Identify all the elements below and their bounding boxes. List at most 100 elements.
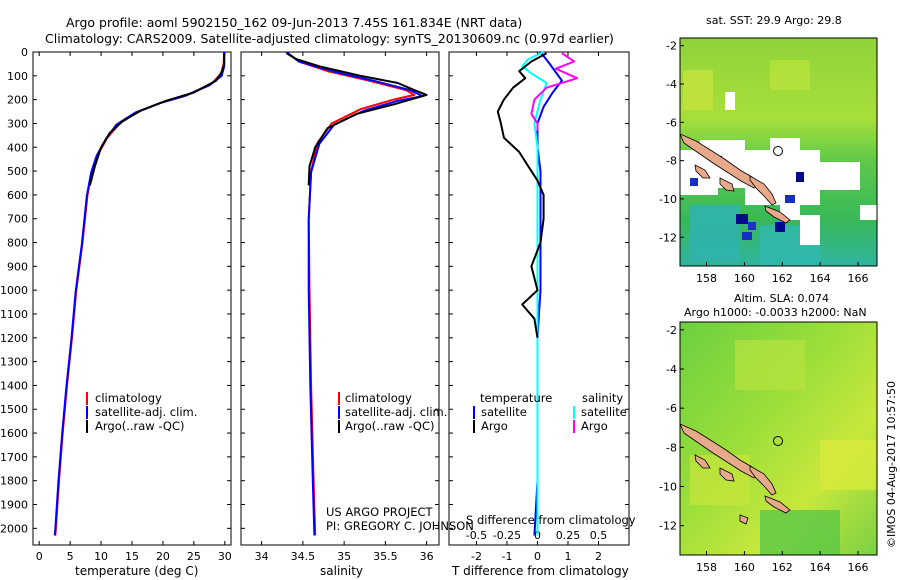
difference-series-t-argo bbox=[496, 52, 548, 338]
temperature-legend: climatology satellite-adj. clim. Argo(..… bbox=[86, 391, 197, 433]
salinity-x-axis: 34 34.5 35 35.5 36 bbox=[255, 52, 434, 563]
legend-swatch-s-satellite bbox=[573, 406, 575, 419]
sst-cloud-mask bbox=[800, 215, 820, 245]
legend-swatch-argo bbox=[86, 420, 88, 433]
map-x-tick-label: 158 bbox=[696, 561, 717, 574]
difference-lines bbox=[496, 51, 579, 536]
map-y-tick-label: -4 bbox=[666, 363, 677, 376]
legend-label-satellite: satellite-adj. clim. bbox=[345, 405, 447, 419]
legend-swatch-satellite bbox=[86, 406, 88, 419]
x-tick-label: 25 bbox=[187, 550, 201, 563]
map-x-tick-label: 166 bbox=[848, 272, 869, 285]
legend-swatch-argo bbox=[338, 420, 340, 433]
map-y-tick-label: -6 bbox=[666, 402, 677, 415]
sst-cloud-mask bbox=[680, 138, 860, 220]
x-tick-label: 35 bbox=[337, 550, 351, 563]
map-y-tick-label: -2 bbox=[666, 324, 677, 337]
legend-swatch-t-satellite bbox=[473, 406, 475, 419]
legend-swatch-climatology bbox=[86, 392, 88, 405]
x-tick-label: 0 bbox=[36, 550, 43, 563]
temperature-lines bbox=[53, 51, 226, 536]
project-line1: US ARGO PROJECT bbox=[326, 505, 434, 519]
legend-swatch-climatology bbox=[338, 392, 340, 405]
header-line2: Climatology: CARS2009. Satellite-adjuste… bbox=[45, 31, 614, 46]
map-y-tick-label: -6 bbox=[666, 116, 677, 129]
header-line1: Argo profile: aoml 5902150_162 09-Jun-20… bbox=[66, 15, 522, 30]
depth-tick-label: 400 bbox=[7, 141, 28, 154]
s-tick-label: -0.5 bbox=[466, 529, 487, 542]
sla-y-axis: -2 -4 -6 -8 -10 -12 bbox=[659, 324, 684, 533]
sst-map-title: sat. SST: 29.9 Argo: 29.8 bbox=[706, 14, 842, 27]
legend-label-s-satellite: satellite bbox=[581, 405, 627, 419]
sla-low-patch bbox=[760, 510, 840, 555]
sst-warm-patch bbox=[683, 70, 713, 110]
legend-swatch-t-argo bbox=[473, 420, 475, 433]
s-tick-label: -0.25 bbox=[493, 529, 521, 542]
legend-heading-temperature: temperature bbox=[480, 391, 552, 405]
map-y-tick-label: -10 bbox=[659, 480, 677, 493]
sst-dark-cell bbox=[796, 172, 804, 182]
map-x-tick-label: 158 bbox=[696, 272, 717, 285]
legend-label-argo: Argo(..raw -QC) bbox=[95, 419, 185, 433]
depth-tick-label: 0 bbox=[21, 46, 28, 59]
legend-label-t-argo: Argo bbox=[481, 419, 508, 433]
depth-tick-label: 600 bbox=[7, 189, 28, 202]
map-x-tick-label: 164 bbox=[810, 272, 831, 285]
depth-tick-label: 300 bbox=[7, 117, 28, 130]
map-y-tick-label: -12 bbox=[659, 231, 677, 244]
sla-float-marker bbox=[773, 436, 783, 446]
temperature-series-argo bbox=[88, 53, 226, 186]
sla-island-south bbox=[764, 495, 791, 514]
sla-island-small bbox=[739, 514, 749, 525]
sst-y-axis: -2 -4 -6 -8 -10 -12 bbox=[659, 40, 684, 244]
sla-island-small bbox=[694, 454, 711, 469]
sla-island-small bbox=[719, 467, 735, 482]
temperature-panel-frame bbox=[32, 51, 232, 546]
sst-x-axis: 158 160 162 164 166 bbox=[696, 262, 869, 285]
sla-map-title-line1: Altim. SLA: 0.074 bbox=[734, 292, 829, 305]
sst-island-south bbox=[764, 205, 791, 224]
sst-float-marker bbox=[773, 146, 783, 156]
depth-tick-label: 500 bbox=[7, 165, 28, 178]
timestamp-stamp: ©IMOS 04-Aug-2017 10:57:50 bbox=[885, 381, 898, 548]
sst-dark-cell bbox=[690, 178, 698, 186]
legend-label-satellite: satellite-adj. clim. bbox=[95, 405, 197, 419]
legend-label-t-satellite: satellite bbox=[481, 405, 527, 419]
x-tick-label: 10 bbox=[94, 550, 108, 563]
x-tick-label: 0 bbox=[534, 550, 541, 563]
temperature-xlabel: temperature (deg C) bbox=[75, 564, 198, 578]
legend-label-argo: Argo(..raw -QC) bbox=[345, 419, 435, 433]
depth-tick-label: 1700 bbox=[0, 451, 28, 464]
temperature-series-climatology bbox=[54, 51, 226, 536]
sst-dark-cell bbox=[785, 195, 795, 203]
sla-map-frame bbox=[679, 321, 878, 556]
salinity-series-satellite bbox=[285, 51, 424, 536]
depth-tick-label: 700 bbox=[7, 213, 28, 226]
depth-tick-label: 200 bbox=[7, 94, 28, 107]
map-y-tick-label: -8 bbox=[666, 155, 677, 168]
legend-label-s-argo: Argo bbox=[581, 419, 608, 433]
salinity-xlabel: salinity bbox=[320, 564, 363, 578]
map-x-tick-label: 160 bbox=[734, 272, 755, 285]
sst-warm-patch bbox=[770, 60, 810, 90]
salinity-lines bbox=[285, 51, 428, 536]
salinity-series-argo bbox=[285, 52, 428, 186]
difference-xlabel-top: S difference from climatology bbox=[466, 513, 636, 527]
x-tick-label: 34.5 bbox=[291, 550, 316, 563]
x-tick-label: 15 bbox=[125, 550, 139, 563]
depth-tick-label: 1100 bbox=[0, 308, 28, 321]
legend-label-climatology: climatology bbox=[95, 391, 162, 405]
sst-cool-patch bbox=[690, 205, 740, 260]
x-tick-label: 2 bbox=[595, 550, 602, 563]
map-x-tick-label: 166 bbox=[848, 561, 869, 574]
depth-tick-label: 1900 bbox=[0, 499, 28, 512]
sst-cloud-mask bbox=[860, 205, 877, 220]
difference-legend: temperature salinity satellite satellite… bbox=[473, 391, 627, 433]
sla-map-title-line2: Argo h1000: -0.0033 h2000: NaN bbox=[684, 306, 867, 319]
difference-xlabel: T difference from climatology bbox=[451, 564, 629, 578]
map-y-tick-label: -2 bbox=[666, 40, 677, 53]
sst-island-small bbox=[694, 164, 711, 179]
temperature-x-axis: 0 5 10 15 20 25 30 bbox=[36, 52, 232, 563]
salinity-legend: climatology satellite-adj. clim. Argo(..… bbox=[338, 391, 447, 433]
